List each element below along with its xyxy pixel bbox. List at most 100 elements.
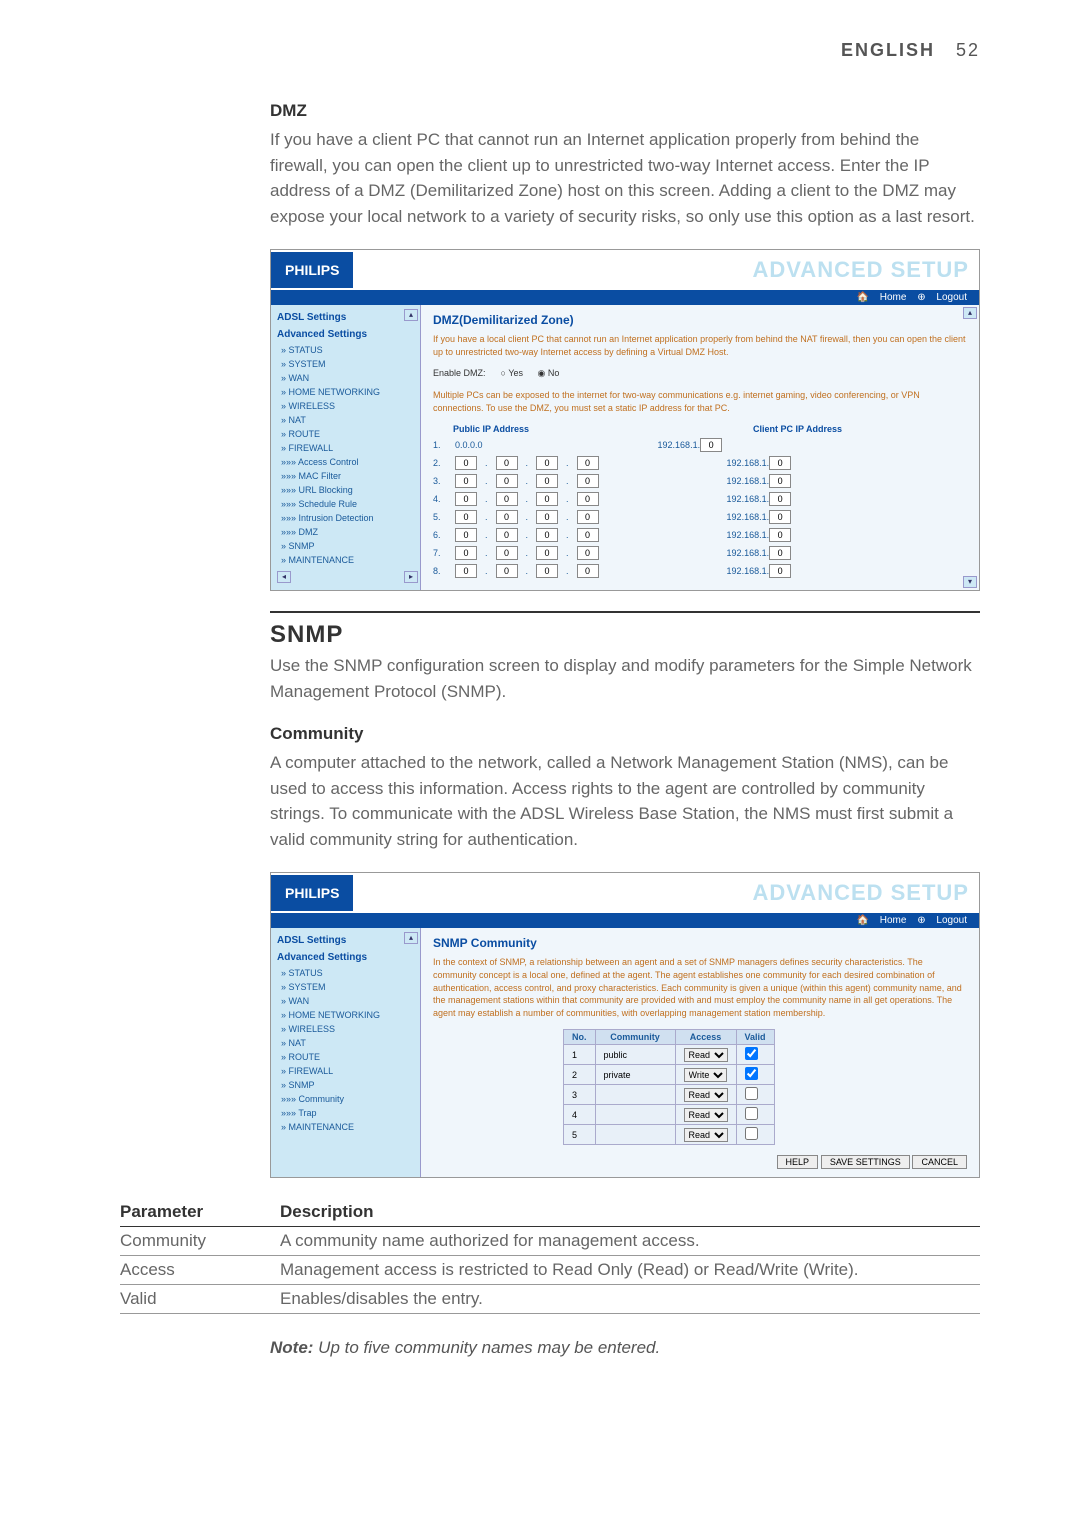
cell-access[interactable]: Read	[675, 1045, 736, 1065]
scroll-right-icon[interactable]: ▸	[404, 571, 418, 583]
sidebar-item[interactable]: » NAT	[277, 1036, 420, 1050]
public-octet[interactable]	[496, 546, 518, 560]
cell-access[interactable]: Write	[675, 1065, 736, 1085]
cell-community[interactable]	[595, 1125, 675, 1145]
public-octet[interactable]	[536, 510, 558, 524]
sidebar-item[interactable]: »»» DMZ	[277, 525, 420, 539]
scroll-left-icon[interactable]: ◂	[277, 571, 291, 583]
sidebar-item[interactable]: » ROUTE	[277, 1050, 420, 1064]
client-octet[interactable]	[769, 528, 791, 542]
radio-yes[interactable]: ○ Yes	[501, 368, 523, 378]
sidebar-item[interactable]: »»» Access Control	[277, 455, 420, 469]
cell-access[interactable]: Read	[675, 1085, 736, 1105]
public-octet[interactable]	[496, 456, 518, 470]
sidebar-item[interactable]: » SNMP	[277, 539, 420, 553]
public-octet[interactable]	[536, 528, 558, 542]
public-octet[interactable]	[455, 456, 477, 470]
public-octet[interactable]	[577, 474, 599, 488]
public-octet[interactable]	[536, 546, 558, 560]
client-octet[interactable]	[769, 456, 791, 470]
cell-community[interactable]: public	[595, 1045, 675, 1065]
public-octet[interactable]	[536, 474, 558, 488]
scroll-up-icon[interactable]: ▴	[404, 309, 418, 321]
public-octet[interactable]	[536, 492, 558, 506]
public-octet[interactable]	[577, 492, 599, 506]
logout-link[interactable]: ⊕ Logout	[917, 915, 967, 926]
cell-valid[interactable]	[736, 1125, 774, 1145]
sidebar-item[interactable]: » SYSTEM	[277, 357, 420, 371]
client-octet[interactable]	[769, 474, 791, 488]
logout-link[interactable]: ⊕ Logout	[917, 292, 967, 303]
public-octet[interactable]	[455, 528, 477, 542]
client-octet[interactable]	[700, 438, 722, 452]
public-octet[interactable]	[455, 510, 477, 524]
public-octet[interactable]	[455, 474, 477, 488]
access-select[interactable]: Read	[684, 1048, 728, 1062]
public-octet[interactable]	[496, 474, 518, 488]
help-button[interactable]: HELP	[777, 1155, 819, 1169]
public-octet[interactable]	[577, 528, 599, 542]
sidebar-item[interactable]: » HOME NETWORKING	[277, 385, 420, 399]
public-octet[interactable]	[577, 510, 599, 524]
sidebar-item[interactable]: » WAN	[277, 371, 420, 385]
sidebar-item[interactable]: » FIREWALL	[277, 441, 420, 455]
public-octet[interactable]	[455, 564, 477, 578]
sidebar-item[interactable]: »»» MAC Filter	[277, 469, 420, 483]
sidebar-item[interactable]: »»» Trap	[277, 1106, 420, 1120]
valid-checkbox[interactable]	[745, 1087, 758, 1100]
sidebar-item[interactable]: »»» Schedule Rule	[277, 497, 420, 511]
sidebar-item[interactable]: » MAINTENANCE	[277, 553, 420, 567]
client-octet[interactable]	[769, 564, 791, 578]
cell-community[interactable]: private	[595, 1065, 675, 1085]
sidebar-item[interactable]: » STATUS	[277, 966, 420, 980]
access-select[interactable]: Read	[684, 1128, 728, 1142]
scroll-up-icon[interactable]: ▴	[404, 932, 418, 944]
client-octet[interactable]	[769, 510, 791, 524]
sidebar-item[interactable]: » FIREWALL	[277, 1064, 420, 1078]
sidebar-item[interactable]: » ROUTE	[277, 427, 420, 441]
valid-checkbox[interactable]	[745, 1047, 758, 1060]
access-select[interactable]: Read	[684, 1088, 728, 1102]
public-octet[interactable]	[577, 564, 599, 578]
cancel-button[interactable]: CANCEL	[912, 1155, 967, 1169]
public-octet[interactable]	[496, 564, 518, 578]
home-link[interactable]: 🏠 Home	[857, 915, 907, 926]
sidebar-item[interactable]: » HOME NETWORKING	[277, 1008, 420, 1022]
access-select[interactable]: Write	[684, 1068, 727, 1082]
public-octet[interactable]	[496, 492, 518, 506]
sidebar-item[interactable]: »»» Intrusion Detection	[277, 511, 420, 525]
cell-valid[interactable]	[736, 1065, 774, 1085]
valid-checkbox[interactable]	[745, 1067, 758, 1080]
sidebar-item[interactable]: » SNMP	[277, 1078, 420, 1092]
public-octet[interactable]	[496, 510, 518, 524]
save-button[interactable]: SAVE SETTINGS	[821, 1155, 910, 1169]
public-octet[interactable]	[536, 564, 558, 578]
access-select[interactable]: Read	[684, 1108, 728, 1122]
client-octet[interactable]	[769, 546, 791, 560]
public-octet[interactable]	[455, 546, 477, 560]
public-octet[interactable]	[577, 546, 599, 560]
scroll-up-icon[interactable]: ▴	[963, 307, 977, 319]
home-link[interactable]: 🏠 Home	[857, 292, 907, 303]
cell-access[interactable]: Read	[675, 1105, 736, 1125]
sidebar-item[interactable]: » SYSTEM	[277, 980, 420, 994]
sidebar-item[interactable]: » WAN	[277, 994, 420, 1008]
sidebar-item[interactable]: » MAINTENANCE	[277, 1120, 420, 1134]
cell-access[interactable]: Read	[675, 1125, 736, 1145]
sidebar-item[interactable]: » WIRELESS	[277, 399, 420, 413]
radio-no[interactable]: ◉ No	[538, 368, 560, 378]
sidebar-item[interactable]: » WIRELESS	[277, 1022, 420, 1036]
cell-valid[interactable]	[736, 1045, 774, 1065]
public-octet[interactable]	[455, 492, 477, 506]
public-octet[interactable]	[577, 456, 599, 470]
cell-community[interactable]	[595, 1085, 675, 1105]
client-octet[interactable]	[769, 492, 791, 506]
sidebar-item[interactable]: »»» Community	[277, 1092, 420, 1106]
sidebar-item[interactable]: » STATUS	[277, 343, 420, 357]
public-octet[interactable]	[536, 456, 558, 470]
scroll-down-icon[interactable]: ▾	[963, 576, 977, 588]
cell-valid[interactable]	[736, 1105, 774, 1125]
cell-community[interactable]	[595, 1105, 675, 1125]
public-octet[interactable]	[496, 528, 518, 542]
valid-checkbox[interactable]	[745, 1107, 758, 1120]
